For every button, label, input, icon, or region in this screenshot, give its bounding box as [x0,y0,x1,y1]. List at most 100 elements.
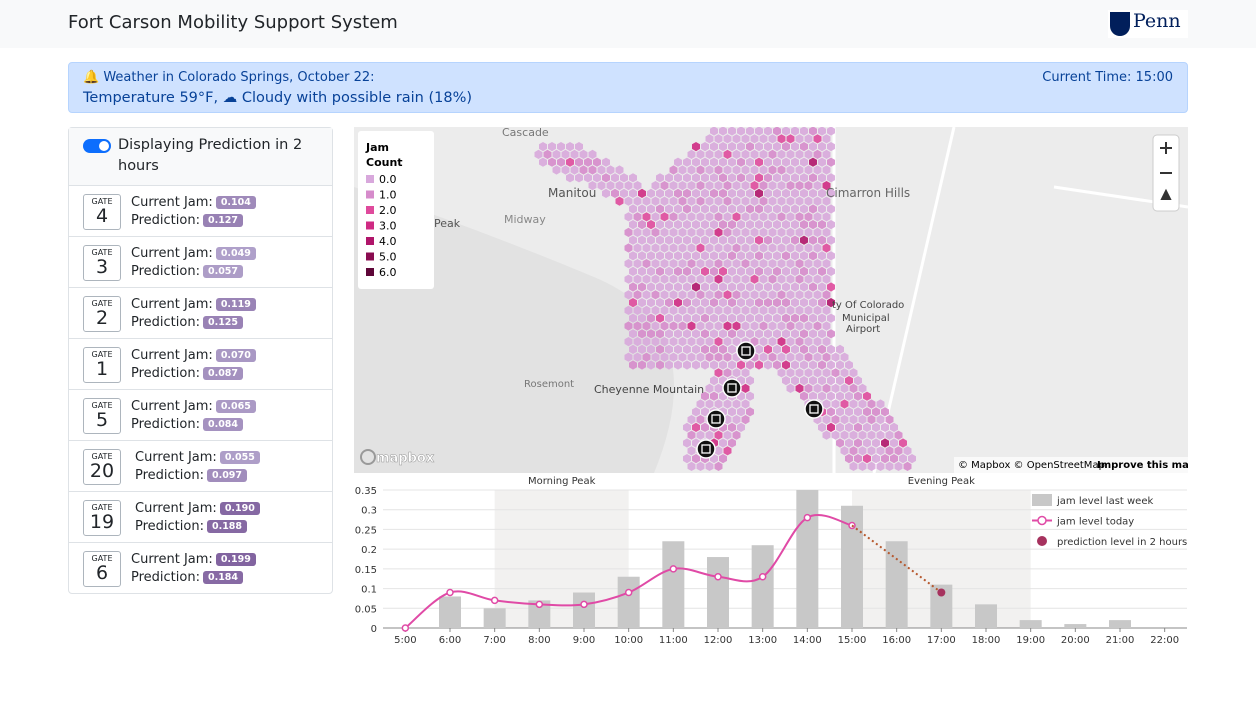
hex-cell [813,259,822,269]
hex-cell [908,454,916,464]
hex-cell [651,321,660,331]
hex-cell [791,204,799,214]
y-tick-label: 0.05 [355,604,377,615]
hex-cell [768,259,777,269]
hex-cell [773,142,781,152]
toggle-switch[interactable] [83,139,111,153]
hex-cell [795,383,804,393]
hex-cell [678,243,687,253]
hex-cell [737,313,745,323]
gate-marker-icon [727,383,737,393]
hex-cell [732,290,741,300]
hex-cell [768,337,777,347]
hex-cell [768,352,777,362]
hex-cell [741,368,750,378]
hex-cell [624,243,633,253]
hex-cell [786,368,795,378]
hex-cell [764,313,772,323]
hex-cell [719,360,727,370]
hex-cell [683,235,691,245]
hex-cell [773,344,781,354]
prediction-label: Prediction: [131,570,200,585]
hex-cell [809,173,817,183]
hex-cell [629,235,637,245]
hex-cell [867,399,876,409]
hex-cell [800,376,808,386]
bar [707,557,729,628]
hex-cell [858,399,867,409]
hex-cell [773,266,781,276]
hex-cell [723,290,732,300]
hex-cell [723,337,732,347]
hex-cell [705,134,714,144]
hex-cell [737,360,745,370]
gate-box: GATE 5 [83,398,121,434]
hex-cell [863,391,871,401]
hex-cell [683,266,691,276]
legend-label: 2.0 [379,204,397,217]
hex-cell [786,305,795,315]
hex-cell [683,298,691,308]
hex-cell [849,430,858,440]
hex-cell [881,438,889,448]
hex-cell [786,181,795,191]
hex-cell [696,352,705,362]
legend-title: Count [366,156,403,169]
gate-panel: Displaying Prediction in 2 hours GATE 4 Cu… [68,127,333,594]
hex-cell [692,188,700,198]
place-label: Manitou [548,186,596,200]
gate-row: GATE 20 Current Jam: 0.055 Prediction: 0.097 [69,441,332,492]
hex-cell [831,399,840,409]
hex-cell [741,399,750,409]
hex-cell [746,188,754,198]
hex-cell [791,251,799,261]
hex-cell [719,329,727,339]
hex-cell [674,204,682,214]
hex-cell [611,188,619,198]
hex-cell [669,227,678,237]
compass[interactable] [1160,188,1172,200]
hex-cell [858,446,867,456]
hex-cell [692,235,700,245]
line-point [624,588,633,597]
hex-cell [885,461,894,471]
hex-cell [741,149,750,159]
line-point [446,588,454,597]
hex-cell [854,407,862,417]
hex-cell [633,321,642,331]
hex-cell [543,149,552,159]
hex-cell [813,305,822,315]
hex-cell [701,173,709,183]
hex-cell [759,165,768,175]
hex-cell [867,446,876,456]
legend-swatch-point [1037,515,1047,526]
hex-cell [660,181,669,191]
line-point [535,600,544,609]
hex-cell [728,422,736,432]
hex-cell [651,290,660,300]
legend-swatch [366,206,374,214]
zoom-in[interactable] [1160,142,1172,154]
hex-cell [764,360,772,370]
hex-cell [633,305,642,315]
hex-cell [827,329,835,339]
hex-cell [813,383,822,393]
hex-cell [633,259,642,269]
logo: Penn [1108,10,1188,38]
hex-cell [638,329,646,339]
improve-link[interactable]: Improve this map [1097,460,1188,471]
hex-cell [804,305,813,315]
hex-cell [764,329,772,339]
hex-cell [773,220,781,230]
hex-cell [705,149,714,159]
hex-cell [705,227,714,237]
hex-cell [840,352,849,362]
hex-cell [818,298,826,308]
hex-cell [858,461,867,471]
hex-cell [705,243,714,253]
gate-row: GATE 4 Current Jam: 0.104 Prediction: 0.127 [69,186,332,237]
hex-cell [768,305,777,315]
hex-cell [786,243,795,253]
hex-cell [764,235,772,245]
hex-cell [777,274,786,284]
